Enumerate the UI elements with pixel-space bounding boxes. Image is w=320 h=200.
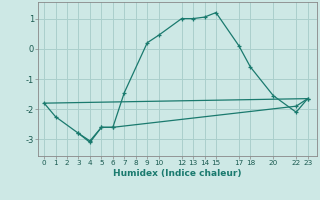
X-axis label: Humidex (Indice chaleur): Humidex (Indice chaleur) (113, 169, 242, 178)
